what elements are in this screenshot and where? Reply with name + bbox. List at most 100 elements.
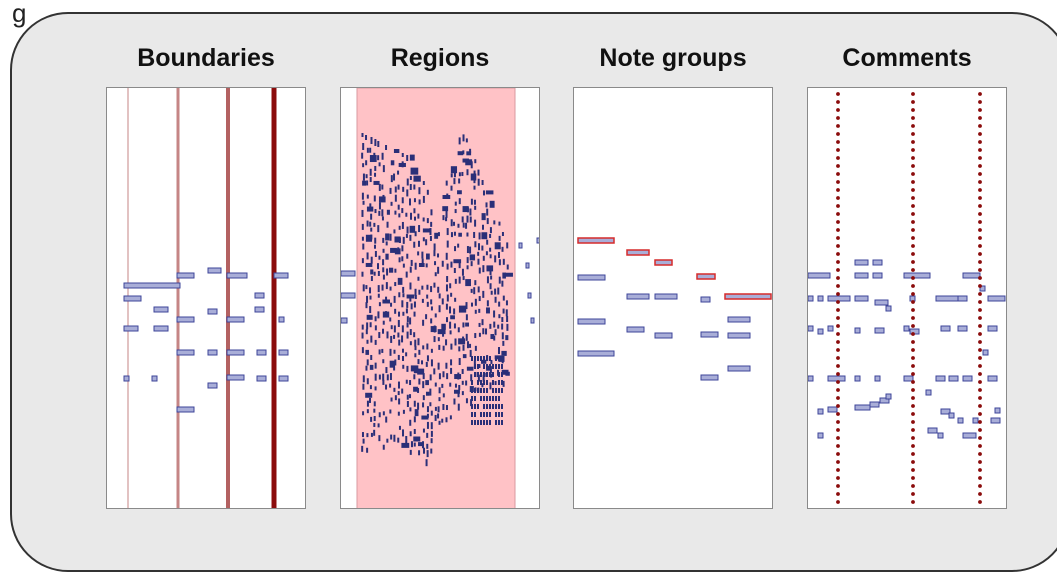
region-note <box>492 380 494 385</box>
region-note <box>414 216 417 221</box>
boundary-note <box>256 375 267 382</box>
region-note <box>438 373 441 380</box>
boundary-note <box>153 325 169 332</box>
comment-dot <box>836 308 840 312</box>
region-note <box>501 364 503 369</box>
comment-dot <box>978 116 982 120</box>
region-note <box>506 315 509 322</box>
boundary-note <box>123 282 181 289</box>
region-note <box>434 406 437 411</box>
region-note <box>341 317 348 324</box>
region-note <box>422 228 431 233</box>
comment-dot <box>836 124 840 128</box>
region-note <box>426 189 429 195</box>
region-note <box>492 396 494 401</box>
region-note <box>429 228 432 236</box>
region-note <box>449 382 452 387</box>
region-note <box>413 400 416 407</box>
region-note <box>486 208 489 216</box>
region-note <box>434 313 437 318</box>
region-note <box>474 298 477 306</box>
region-note <box>438 387 441 394</box>
region-note <box>361 445 364 452</box>
region-note <box>418 225 421 233</box>
region-note <box>366 433 369 438</box>
region-note <box>501 350 507 356</box>
comment-dot <box>911 476 915 480</box>
region-note <box>409 225 416 233</box>
region-note <box>486 388 488 393</box>
region-note <box>493 310 496 318</box>
region-note <box>418 289 421 295</box>
region-note <box>495 420 497 425</box>
region-note <box>525 262 530 269</box>
region-note <box>409 341 412 346</box>
region-note <box>401 335 404 343</box>
comment-dot <box>911 388 915 392</box>
region-note <box>390 247 397 253</box>
region-note <box>426 218 429 224</box>
region-note <box>398 339 401 346</box>
comment-dot <box>836 140 840 144</box>
region-note <box>445 284 448 292</box>
region-note <box>369 295 372 300</box>
region-note <box>382 259 385 266</box>
region-note <box>405 308 408 314</box>
region-note <box>449 306 452 314</box>
region-note <box>473 287 476 295</box>
region-note <box>362 243 365 250</box>
comment-dot <box>836 412 840 416</box>
region-note <box>414 339 417 347</box>
region-note <box>389 383 392 388</box>
boundary-note <box>273 272 289 279</box>
region-note <box>378 202 381 210</box>
comment-dot <box>836 500 840 504</box>
comment-dot <box>978 404 982 408</box>
region-note <box>409 183 412 190</box>
boundary-note <box>207 267 222 274</box>
comment-dot <box>836 476 840 480</box>
comment-note <box>957 325 968 332</box>
region-note <box>477 372 479 377</box>
region-note <box>497 347 500 355</box>
region-note <box>382 274 385 280</box>
comment-dot <box>836 380 840 384</box>
region-note <box>417 213 420 219</box>
region-note <box>421 360 424 365</box>
region-note <box>394 395 397 401</box>
region-note <box>429 402 432 407</box>
region-note <box>505 272 513 277</box>
comment-dot <box>978 268 982 272</box>
region-note <box>382 373 385 381</box>
region-note <box>409 175 412 180</box>
region-note <box>458 178 461 184</box>
panel-title-comments: Comments <box>842 44 972 72</box>
region-note <box>361 271 364 277</box>
region-note <box>498 404 500 409</box>
region-note <box>462 206 469 213</box>
region-note <box>409 394 412 399</box>
comment-note <box>990 417 1001 424</box>
region-note <box>422 195 425 203</box>
region-note <box>370 256 373 264</box>
region-note <box>406 322 409 328</box>
region-note <box>406 301 409 308</box>
region-note <box>501 356 503 361</box>
comment-dot <box>978 148 982 152</box>
region-note <box>489 404 491 409</box>
comment-dot <box>911 268 915 272</box>
region-note <box>406 155 409 161</box>
comment-note <box>903 375 914 382</box>
region-note <box>469 216 472 223</box>
region-note <box>409 449 412 455</box>
region-note <box>362 375 365 383</box>
region-note <box>414 288 417 296</box>
region-note <box>485 190 494 195</box>
region-note <box>369 147 372 153</box>
comment-dot <box>911 220 915 224</box>
comment-dot <box>911 332 915 336</box>
comment-dot <box>911 148 915 152</box>
region-note <box>458 172 461 177</box>
region-note <box>374 325 377 331</box>
region-note <box>370 354 373 360</box>
